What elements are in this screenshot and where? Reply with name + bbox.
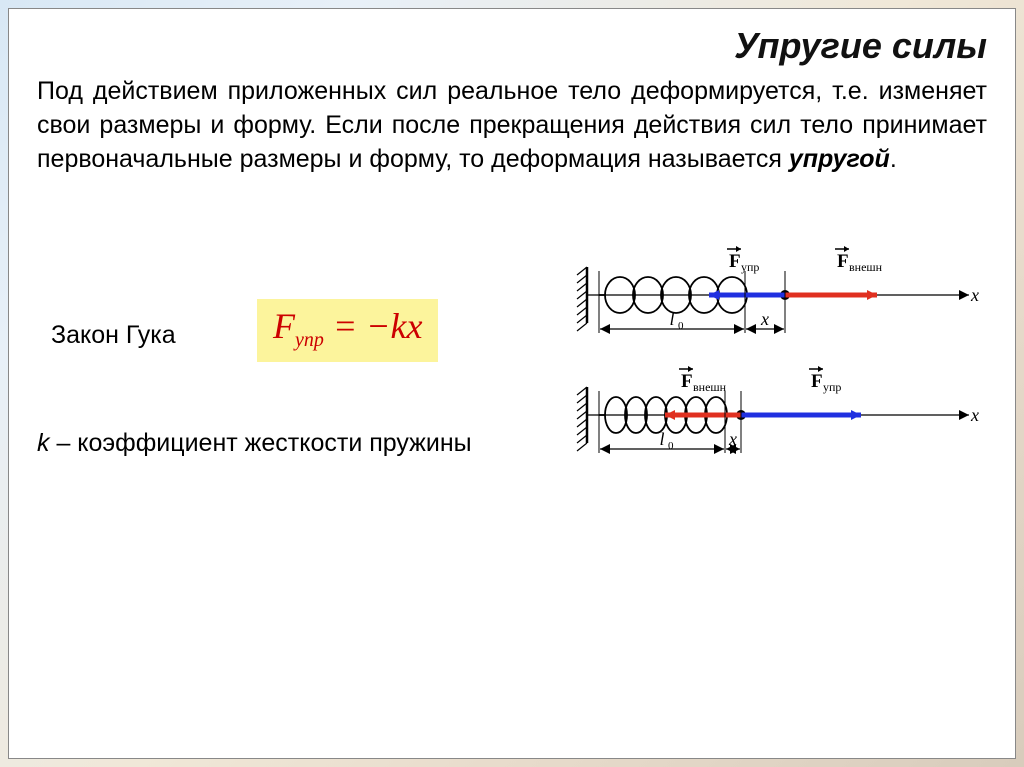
spring-diagrams: xl0xFупрFвнешнxl0xFвнешнFупр: [569, 241, 989, 481]
svg-text:x: x: [970, 405, 979, 425]
svg-text:x: x: [970, 285, 979, 305]
svg-text:внешн: внешн: [693, 380, 727, 394]
diagram-svg: xl0xFупрFвнешнxl0xFвнешнFупр: [569, 241, 989, 481]
svg-text:упр: упр: [823, 380, 841, 394]
formula-F: F: [273, 306, 295, 346]
paragraph-post: .: [890, 145, 897, 173]
intro-paragraph: Под действием приложенных сил реальное т…: [9, 67, 1015, 176]
svg-text:F: F: [837, 251, 849, 272]
svg-text:F: F: [729, 251, 741, 272]
stiffness-coeff-label: k – коэффициент жесткости пружины: [37, 429, 472, 458]
svg-text:x: x: [728, 429, 737, 449]
hooke-law-label: Закон Гука: [51, 321, 176, 350]
coeff-k: k: [37, 429, 50, 457]
svg-text:l: l: [669, 309, 674, 329]
coeff-text: – коэффициент жесткости пружины: [50, 429, 472, 457]
svg-text:l: l: [659, 429, 664, 449]
svg-text:F: F: [681, 371, 693, 392]
svg-text:F: F: [811, 371, 823, 392]
svg-text:0: 0: [668, 440, 674, 452]
svg-text:x: x: [760, 309, 769, 329]
formula-eq: = −: [324, 306, 391, 346]
svg-text:упр: упр: [741, 260, 759, 274]
formula-sub: упр: [295, 329, 324, 351]
formula-x: x: [406, 306, 422, 346]
paragraph-bold: упругой: [789, 145, 890, 173]
svg-text:0: 0: [678, 320, 684, 332]
slide-title: Упругие силы: [9, 9, 1015, 67]
hooke-formula: Fупр = −kx: [257, 299, 438, 362]
formula-k: k: [390, 306, 406, 346]
svg-text:внешн: внешн: [849, 260, 883, 274]
slide: Упругие силы Под действием приложенных с…: [8, 8, 1016, 759]
